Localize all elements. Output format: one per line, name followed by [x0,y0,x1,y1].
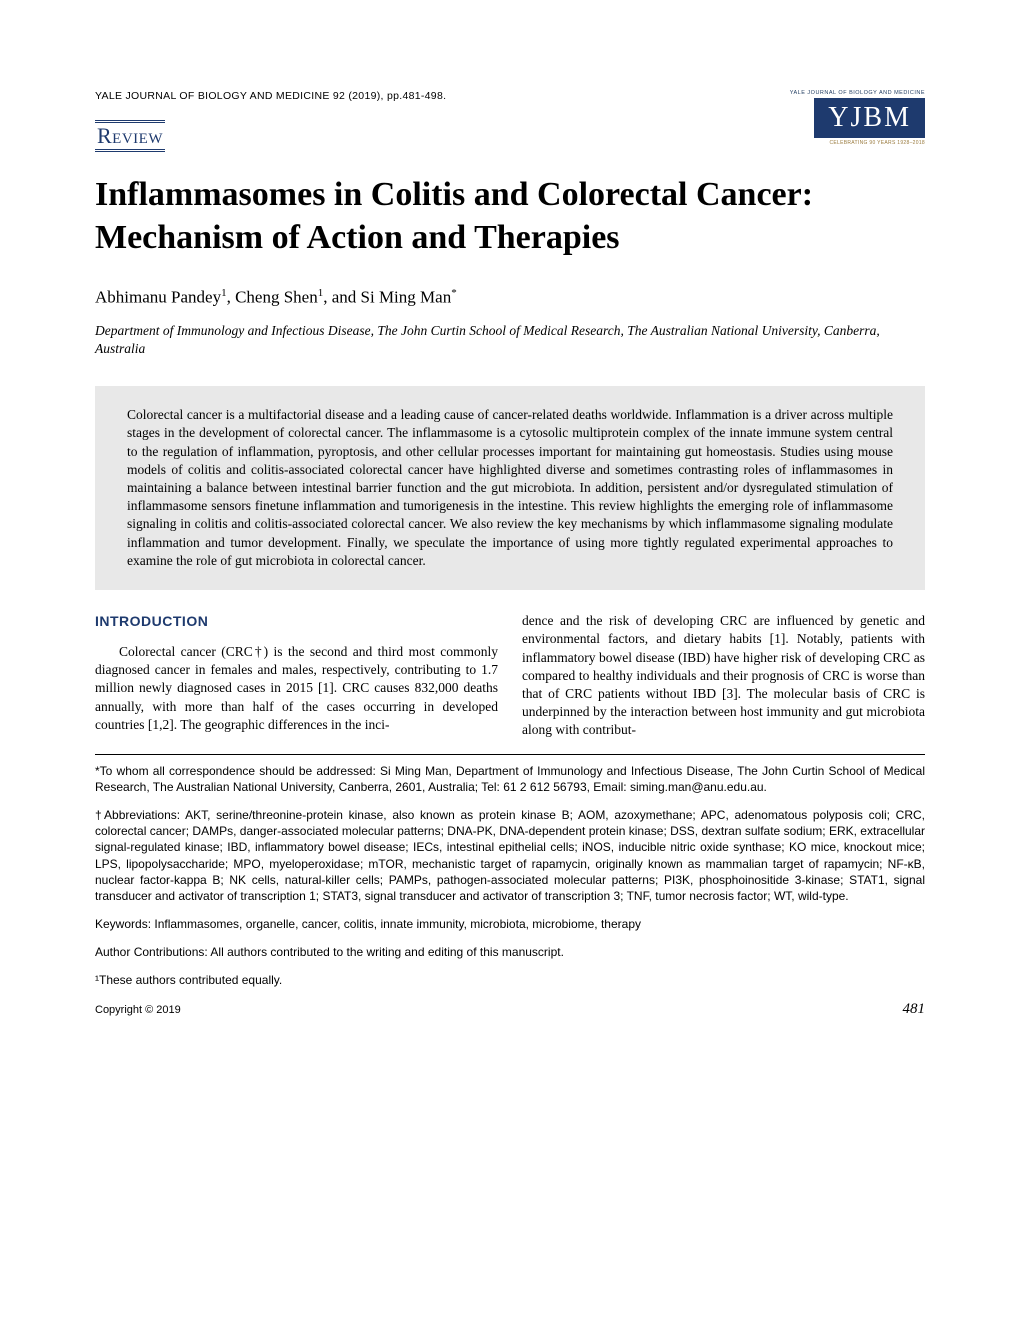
equal-contribution-note: ¹These authors contributed equally. [95,972,925,988]
section-label: Review [95,123,165,149]
abstract: Colorectal cancer is a multifactorial di… [95,386,925,590]
footer: Copyright © 2019 481 [95,1001,925,1018]
authors: Abhimanu Pandey1, Cheng Shen1, and Si Mi… [95,287,925,308]
footnotes: *To whom all correspondence should be ad… [95,763,925,989]
article-title: Inflammasomes in Colitis and Colorectal … [95,174,925,259]
keywords-note: Keywords: Inflammasomes, organelle, canc… [95,916,925,932]
logo-top-text: YALE JOURNAL OF BIOLOGY AND MEDICINE [790,90,925,96]
section-label-container: Review [95,120,165,152]
body-paragraph-right: dence and the risk of developing CRC are… [522,612,925,740]
body-column-right: dence and the risk of developing CRC are… [522,612,925,740]
affiliation: Department of Immunology and Infectious … [95,322,925,358]
page-number: 481 [903,1001,926,1018]
body-paragraph-left: Colorectal cancer (CRC†) is the second a… [95,643,498,734]
body-column-left: INTRODUCTION Colorectal cancer (CRC†) is… [95,612,498,740]
body-columns: INTRODUCTION Colorectal cancer (CRC†) is… [95,612,925,740]
journal-logo: YALE JOURNAL OF BIOLOGY AND MEDICINE YJB… [790,90,925,146]
contributions-note: Author Contributions: All authors contri… [95,944,925,960]
introduction-heading: INTRODUCTION [95,612,498,631]
journal-reference: YALE JOURNAL OF BIOLOGY AND MEDICINE 92 … [95,90,446,102]
abbreviations-note: †Abbreviations: AKT, serine/threonine-pr… [95,807,925,904]
logo-main: YJBM [814,98,925,138]
correspondence-note: *To whom all correspondence should be ad… [95,763,925,795]
logo-bottom-text: CELEBRATING 90 YEARS 1928–2018 [790,140,925,146]
header-row: YALE JOURNAL OF BIOLOGY AND MEDICINE 92 … [95,90,925,146]
footnote-divider [95,754,925,755]
copyright: Copyright © 2019 [95,1004,181,1016]
